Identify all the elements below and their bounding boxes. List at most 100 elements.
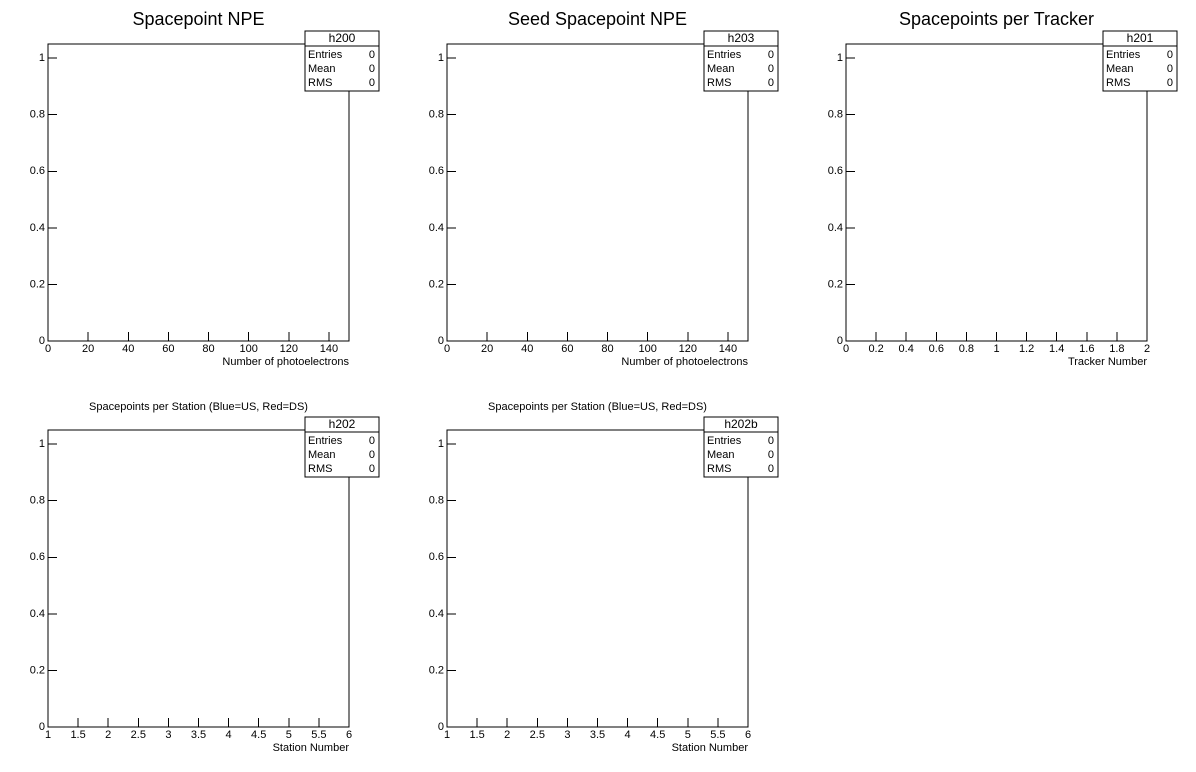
x-tick-label: 4 — [625, 729, 631, 741]
x-axis-label: Number of photoelectrons — [222, 356, 349, 368]
x-tick-label: 4 — [226, 729, 232, 741]
y-tick-label: 0.8 — [429, 495, 444, 507]
y-tick-label: 0.8 — [30, 109, 45, 121]
x-tick-label: 2 — [504, 729, 510, 741]
chart-title: Spacepoints per Tracker — [899, 9, 1094, 29]
x-tick-label: 20 — [82, 343, 94, 355]
x-tick-label: 3.5 — [590, 729, 605, 741]
y-tick-label: 0.2 — [429, 664, 444, 676]
y-tick-label: 0 — [837, 335, 843, 347]
stats-value: 0 — [768, 77, 774, 89]
stats-label: Mean — [707, 63, 735, 75]
stats-value: 0 — [1167, 63, 1173, 75]
y-tick-label: 0.2 — [429, 278, 444, 290]
x-tick-label: 120 — [679, 343, 697, 355]
stats-label: Mean — [1106, 63, 1134, 75]
x-tick-label: 3.5 — [191, 729, 206, 741]
chart-title: Spacepoint NPE — [132, 9, 264, 29]
x-tick-label: 0.2 — [868, 343, 883, 355]
stats-label: Entries — [707, 435, 742, 447]
x-tick-label: 5.5 — [710, 729, 725, 741]
x-tick-label: 0 — [444, 343, 450, 355]
x-tick-label: 5 — [685, 729, 691, 741]
stats-value: 0 — [369, 463, 375, 475]
x-tick-label: 4.5 — [251, 729, 266, 741]
y-tick-label: 0.4 — [30, 608, 45, 620]
stats-value: 0 — [768, 449, 774, 461]
stats-name: h202 — [329, 417, 356, 431]
stats-label: Entries — [308, 49, 343, 61]
stats-value: 0 — [369, 49, 375, 61]
stats-label: Entries — [308, 435, 343, 447]
x-tick-label: 1.8 — [1109, 343, 1124, 355]
stats-name: h203 — [728, 31, 755, 45]
stats-name: h201 — [1127, 31, 1154, 45]
y-tick-label: 0.4 — [828, 222, 843, 234]
x-tick-label: 0 — [843, 343, 849, 355]
stats-label: Mean — [308, 449, 336, 461]
chart-title: Seed Spacepoint NPE — [508, 9, 687, 29]
y-tick-label: 0 — [438, 335, 444, 347]
stats-name: h200 — [329, 31, 356, 45]
stats-value: 0 — [369, 77, 375, 89]
x-tick-label: 2.5 — [131, 729, 146, 741]
x-tick-label: 1 — [45, 729, 51, 741]
x-axis-label: Station Number — [672, 742, 749, 754]
stats-value: 0 — [369, 435, 375, 447]
stats-label: Entries — [707, 49, 742, 61]
x-tick-label: 120 — [280, 343, 298, 355]
x-tick-label: 80 — [202, 343, 214, 355]
x-tick-label: 1.2 — [1019, 343, 1034, 355]
y-tick-label: 0.4 — [429, 608, 444, 620]
stats-box — [703, 30, 779, 92]
y-tick-label: 0.8 — [828, 109, 843, 121]
stats-label: RMS — [707, 77, 731, 89]
y-tick-label: 0 — [39, 721, 45, 733]
y-tick-label: 0.8 — [30, 495, 45, 507]
x-tick-label: 4.5 — [650, 729, 665, 741]
x-tick-label: 5 — [286, 729, 292, 741]
y-tick-label: 1 — [837, 52, 843, 64]
x-tick-label: 3 — [564, 729, 570, 741]
stats-label: RMS — [308, 77, 332, 89]
x-tick-label: 60 — [561, 343, 573, 355]
stats-label: Mean — [308, 63, 336, 75]
x-axis-label: Station Number — [273, 742, 350, 754]
x-tick-label: 100 — [638, 343, 656, 355]
y-tick-label: 1 — [39, 52, 45, 64]
stats-box — [304, 416, 380, 478]
x-tick-label: 0 — [45, 343, 51, 355]
x-tick-label: 2 — [1144, 343, 1150, 355]
stats-box — [304, 30, 380, 92]
stats-value: 0 — [768, 63, 774, 75]
frame — [47, 429, 350, 728]
x-tick-label: 6 — [346, 729, 352, 741]
stats-value: 0 — [768, 463, 774, 475]
frame — [47, 43, 350, 342]
frame — [845, 43, 1148, 342]
y-tick-label: 0.6 — [30, 165, 45, 177]
x-tick-label: 20 — [481, 343, 493, 355]
x-tick-label: 0.6 — [929, 343, 944, 355]
y-tick-label: 0.4 — [429, 222, 444, 234]
x-axis-label: Number of photoelectrons — [621, 356, 748, 368]
x-axis-label: Tracker Number — [1068, 356, 1147, 368]
y-tick-label: 1 — [438, 438, 444, 450]
x-tick-label: 3 — [165, 729, 171, 741]
x-tick-label: 60 — [162, 343, 174, 355]
y-tick-label: 0.4 — [30, 222, 45, 234]
y-tick-label: 1 — [438, 52, 444, 64]
x-tick-label: 1 — [993, 343, 999, 355]
stats-name: h202b — [724, 417, 758, 431]
stats-value: 0 — [1167, 49, 1173, 61]
stats-label: RMS — [1106, 77, 1130, 89]
y-tick-label: 0.6 — [429, 165, 444, 177]
x-tick-label: 0.8 — [959, 343, 974, 355]
chart-title: Spacepoints per Station (Blue=US, Red=DS… — [488, 401, 707, 413]
stats-label: Entries — [1106, 49, 1141, 61]
x-tick-label: 5.5 — [311, 729, 326, 741]
x-tick-label: 140 — [719, 343, 737, 355]
y-tick-label: 0.2 — [30, 278, 45, 290]
y-tick-label: 0.8 — [429, 109, 444, 121]
stats-value: 0 — [768, 49, 774, 61]
